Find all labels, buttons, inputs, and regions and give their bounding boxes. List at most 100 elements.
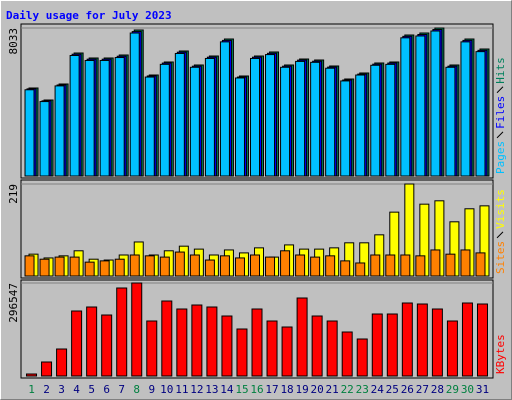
x-tick-label: 10 — [160, 383, 173, 396]
bar — [39, 101, 50, 177]
bar — [296, 297, 308, 377]
bar — [266, 320, 278, 377]
bar — [476, 303, 488, 377]
bar — [401, 302, 413, 377]
bar — [325, 255, 336, 277]
bar — [174, 52, 185, 177]
bar — [146, 320, 158, 377]
bar — [280, 250, 291, 277]
legend-separator — [496, 131, 504, 139]
bar — [144, 76, 155, 177]
x-tick-label: 20 — [311, 383, 324, 396]
bar — [114, 258, 125, 277]
bar — [281, 326, 293, 377]
x-tick-label: 29 — [446, 383, 459, 396]
bar — [131, 282, 143, 377]
x-tick-label: 19 — [295, 383, 308, 396]
bar — [400, 254, 411, 277]
bar — [340, 260, 351, 277]
bar — [159, 63, 170, 177]
bar — [176, 308, 188, 377]
bar — [445, 253, 456, 277]
bar — [265, 256, 276, 277]
x-tick-label: 7 — [118, 383, 125, 396]
bar — [295, 254, 306, 277]
bar — [71, 310, 83, 377]
x-tick-label: 21 — [326, 383, 339, 396]
bar — [101, 314, 113, 377]
bar — [189, 66, 200, 177]
bar — [326, 320, 338, 377]
bar — [341, 331, 353, 377]
legend-entry: Hits — [494, 57, 507, 84]
legend-entry: KBytes — [494, 334, 507, 374]
y-max-label: 219 — [7, 184, 20, 204]
bar — [39, 258, 50, 277]
x-tick-label: 24 — [371, 383, 385, 396]
bar — [69, 256, 80, 277]
bar — [54, 256, 65, 277]
bar — [310, 61, 321, 177]
x-tick-label: 28 — [431, 383, 444, 396]
bar — [56, 348, 68, 377]
x-tick-label: 6 — [103, 383, 110, 396]
x-tick-label: 17 — [265, 383, 278, 396]
bar — [129, 32, 140, 177]
bar — [370, 254, 381, 277]
x-tick-label: 30 — [461, 383, 474, 396]
bar — [221, 315, 233, 377]
bar — [385, 254, 396, 277]
bar — [84, 261, 95, 277]
legend-entry: Sites — [494, 241, 507, 274]
legend-separator — [496, 86, 504, 94]
legend-separator — [496, 231, 504, 239]
bar — [26, 373, 38, 377]
bar — [159, 256, 170, 277]
bar — [416, 303, 428, 377]
bar — [99, 260, 110, 277]
x-tick-label: 9 — [148, 383, 155, 396]
bar — [355, 262, 366, 277]
bar — [99, 59, 110, 177]
bar — [24, 255, 35, 277]
y-max-label: 296547 — [7, 283, 20, 323]
x-tick-label: 16 — [250, 383, 263, 396]
legend-entry: Visits — [494, 189, 507, 229]
bar — [204, 259, 215, 277]
legend-entry: Pages — [494, 141, 507, 174]
bar — [445, 66, 456, 177]
bar — [311, 315, 323, 377]
x-tick-label: 3 — [58, 383, 65, 396]
x-tick-label: 27 — [416, 383, 429, 396]
bar — [84, 59, 95, 177]
bar — [129, 254, 140, 277]
bar — [41, 361, 53, 377]
bar — [219, 255, 230, 277]
bar — [460, 249, 471, 277]
bar — [234, 77, 245, 177]
bar — [295, 60, 306, 177]
bar — [236, 328, 248, 377]
bar — [219, 41, 230, 177]
x-tick-label: 8 — [133, 383, 140, 396]
bar — [355, 74, 366, 177]
x-tick-label: 4 — [73, 383, 80, 396]
bar — [310, 256, 321, 277]
bar — [24, 89, 35, 177]
bar — [430, 30, 441, 177]
bar — [174, 251, 185, 277]
bar — [461, 302, 473, 377]
x-tick-label: 25 — [386, 383, 399, 396]
bar — [234, 257, 245, 277]
x-tick-label: 2 — [43, 383, 50, 396]
legend-entry: Files — [494, 96, 507, 129]
bar — [114, 57, 125, 177]
y-max-label: 8033 — [7, 28, 20, 55]
bar — [191, 304, 203, 377]
bar — [265, 54, 276, 177]
x-tick-label: 18 — [280, 383, 293, 396]
bar — [189, 254, 200, 277]
x-tick-label: 15 — [235, 383, 248, 396]
bar — [370, 64, 381, 177]
bar — [69, 55, 80, 177]
